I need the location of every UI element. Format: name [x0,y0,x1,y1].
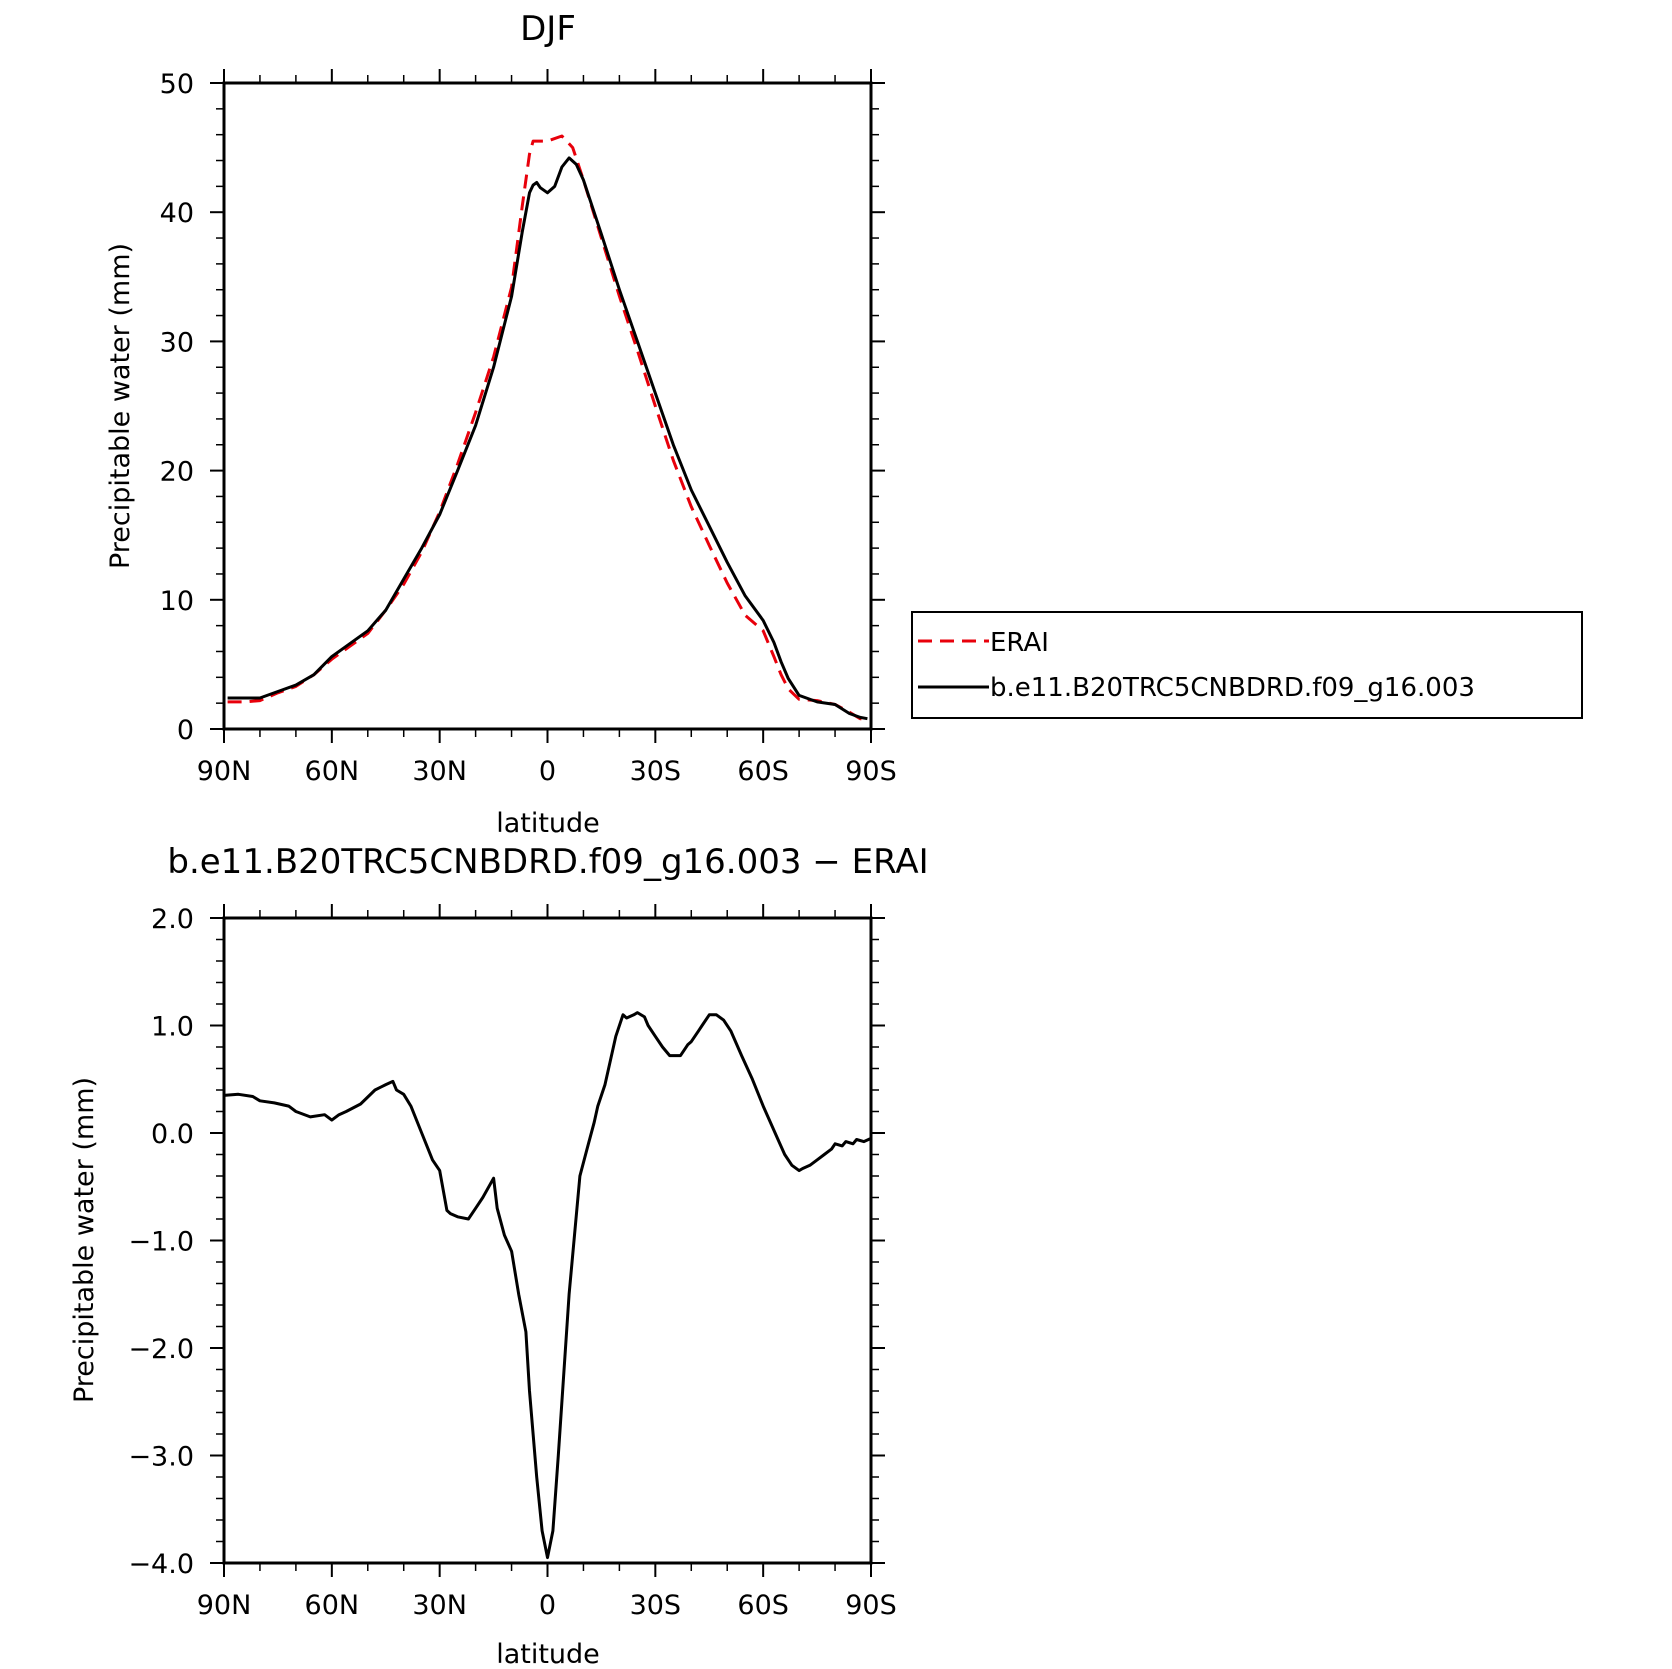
bottom-x-tick-label: 60N [305,1590,360,1621]
bottom-x-tick-label: 90N [197,1590,252,1621]
top-y-tick-label: 20 [160,457,194,488]
bottom-y-axis-label: Precipitable water (mm) [69,1077,100,1403]
bottom-series [223,1011,872,1560]
legend-label-model: b.e11.B20TRC5CNBDRD.f09_g16.003 [990,673,1475,703]
bottom-y-tick-label: 0.0 [151,1119,194,1150]
top-y-tick-label: 40 [160,198,194,229]
bottom-series-line-model [223,1011,872,1560]
bottom-x-tick-labels: 90N 60N 30N 0 30S 60S 90S [197,1590,897,1621]
top-y-tick-labels: 0 10 20 30 40 50 [160,69,194,746]
top-y-tick-label: 50 [160,69,194,100]
bottom-plot-frame [222,916,873,1565]
bottom-y-tick-label: 1.0 [151,1012,194,1043]
top-y-tick-label: 0 [177,715,194,746]
bottom-x-tick-label: 30S [630,1590,682,1621]
legend: ERAI b.e11.B20TRC5CNBDRD.f09_g16.003 [911,611,1583,719]
bottom-y-tick-label: 2.0 [151,904,194,935]
top-series-line-erai [227,134,868,722]
top-plot-frame [222,81,873,731]
top-y-tick-label: 10 [160,586,194,617]
top-series [227,134,868,722]
top-x-tick-labels: 90N 60N 30N 0 30S 60S 90S [197,756,897,787]
bottom-x-tick-label: 90S [845,1590,897,1621]
top-panel: DJF 0 10 20 30 40 50 90N 60N 30N 0 30S 60S 90S lati… [105,9,897,839]
top-x-tick-label: 30S [630,756,682,787]
bottom-title: b.e11.B20TRC5CNBDRD.f09_g16.003 − ERAI [167,842,928,882]
bottom-y-tick-label: −4.0 [128,1549,194,1580]
bottom-y-tick-label: −1.0 [128,1227,194,1258]
top-x-tick-label: 0 [539,756,556,787]
bottom-y-tick-label: −2.0 [128,1334,194,1365]
bottom-x-tick-label: 0 [539,1590,556,1621]
top-x-tick-label: 90S [845,756,897,787]
bottom-axis-ticks [210,904,885,1577]
top-x-tick-label: 60S [737,756,789,787]
top-x-tick-label: 60N [305,756,360,787]
top-x-tick-label: 90N [197,756,252,787]
top-axis-ticks [210,69,885,743]
legend-box [911,611,1583,719]
top-y-axis-label: Precipitable water (mm) [105,243,136,569]
bottom-panel: b.e11.B20TRC5CNBDRD.f09_g16.003 − ERAI −… [69,842,929,1669]
top-x-tick-label: 30N [412,756,467,787]
legend-label-erai: ERAI [990,628,1049,658]
bottom-x-tick-label: 30N [412,1590,467,1621]
top-y-tick-label: 30 [160,327,194,358]
bottom-y-tick-labels: −4.0 −3.0 −2.0 −1.0 0.0 1.0 2.0 [128,904,194,1580]
bottom-x-tick-label: 60S [737,1590,789,1621]
top-title: DJF [520,9,576,49]
bottom-y-tick-label: −3.0 [128,1442,194,1473]
top-x-axis-label: latitude [496,808,600,839]
top-series-line-model [227,156,868,721]
bottom-x-axis-label: latitude [496,1639,600,1669]
